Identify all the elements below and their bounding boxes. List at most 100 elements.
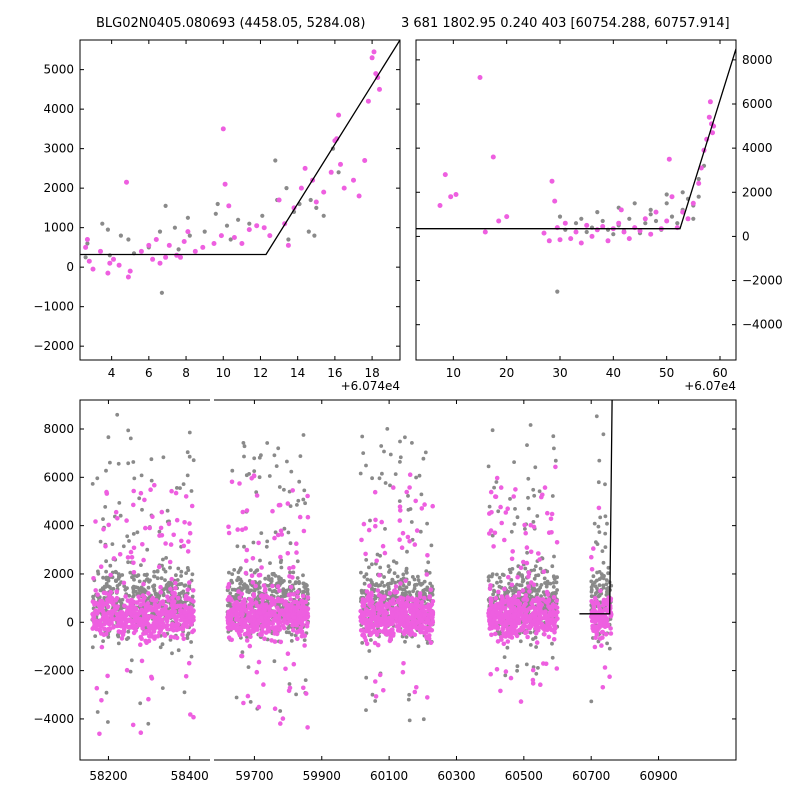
y-tick-label: 1000 [43, 221, 74, 235]
data-point [531, 588, 536, 593]
data-point [498, 485, 504, 490]
data-point [412, 542, 418, 547]
data-point [256, 573, 262, 578]
data-point [184, 571, 189, 575]
data-point [513, 608, 518, 613]
data-point [599, 615, 605, 620]
data-point [424, 635, 430, 641]
y-tick-label: 5000 [43, 63, 74, 77]
data-point [362, 581, 367, 586]
data-point [477, 75, 483, 80]
data-point [498, 579, 503, 584]
data-point [236, 217, 241, 222]
data-point [248, 634, 253, 639]
data-point [108, 563, 113, 568]
data-point [594, 591, 598, 596]
data-point [602, 574, 606, 578]
x-tick-label: 14 [290, 366, 305, 380]
data-point [104, 559, 108, 564]
data-point [131, 610, 137, 615]
data-point [117, 501, 122, 505]
data-point [496, 589, 501, 595]
data-point [278, 554, 283, 560]
data-point [251, 540, 256, 545]
data-point [140, 598, 146, 603]
data-point [523, 530, 528, 536]
data-point [377, 476, 382, 481]
data-point [226, 635, 232, 640]
data-point [122, 603, 127, 609]
data-point [513, 507, 517, 511]
data-point [178, 486, 182, 490]
data-point [568, 236, 574, 242]
data-point [294, 692, 298, 697]
data-point [166, 598, 171, 603]
data-point [228, 591, 233, 596]
data-point [104, 489, 109, 495]
data-point [267, 233, 273, 239]
data-point [498, 688, 503, 694]
data-point [281, 612, 286, 618]
data-point [291, 615, 297, 620]
data-point [405, 595, 411, 600]
data-point [268, 561, 272, 565]
data-point [168, 586, 173, 592]
data-point [296, 498, 301, 503]
data-point [371, 582, 375, 587]
data-point [169, 576, 174, 582]
data-point [185, 215, 190, 220]
data-point [108, 589, 114, 595]
data-point [108, 626, 113, 631]
data-point [272, 453, 277, 458]
data-point [148, 487, 153, 493]
data-point [189, 503, 195, 509]
data-point [152, 623, 157, 629]
data-point [305, 590, 310, 595]
data-point [117, 615, 122, 620]
data-point [256, 704, 262, 710]
data-point [259, 593, 265, 598]
data-point [425, 695, 430, 700]
data-point [526, 495, 530, 500]
data-point [187, 530, 193, 536]
data-point [515, 664, 520, 669]
data-point [246, 227, 252, 233]
data-point [159, 533, 165, 538]
data-point [664, 192, 669, 197]
data-point [522, 522, 527, 528]
data-point [167, 559, 173, 565]
data-point [281, 590, 286, 595]
data-point [146, 591, 151, 596]
data-point [181, 239, 187, 244]
data-point [302, 643, 307, 648]
data-point [545, 582, 550, 586]
x-tick-label: 58400 [171, 769, 209, 783]
data-point [151, 598, 156, 603]
data-point [378, 601, 384, 607]
data-point [430, 503, 436, 509]
data-point [358, 608, 364, 614]
data-point [422, 625, 428, 630]
data-point [158, 525, 164, 531]
data-point [286, 237, 291, 242]
data-point [163, 254, 169, 260]
data-point [182, 690, 187, 695]
data-point [90, 645, 95, 650]
data-point [698, 165, 704, 171]
data-point [364, 572, 369, 577]
data-point [276, 446, 281, 451]
data-point [168, 634, 174, 640]
data-point [215, 201, 220, 207]
data-point [509, 529, 514, 534]
data-point [126, 237, 131, 242]
data-point [138, 701, 143, 706]
data-point [273, 158, 278, 163]
data-point [305, 493, 310, 499]
data-point [590, 614, 595, 620]
data-point [173, 580, 178, 586]
data-point [247, 604, 252, 610]
data-point [164, 618, 170, 624]
data-point [270, 583, 275, 589]
data-point [184, 621, 189, 627]
data-point [536, 666, 540, 670]
